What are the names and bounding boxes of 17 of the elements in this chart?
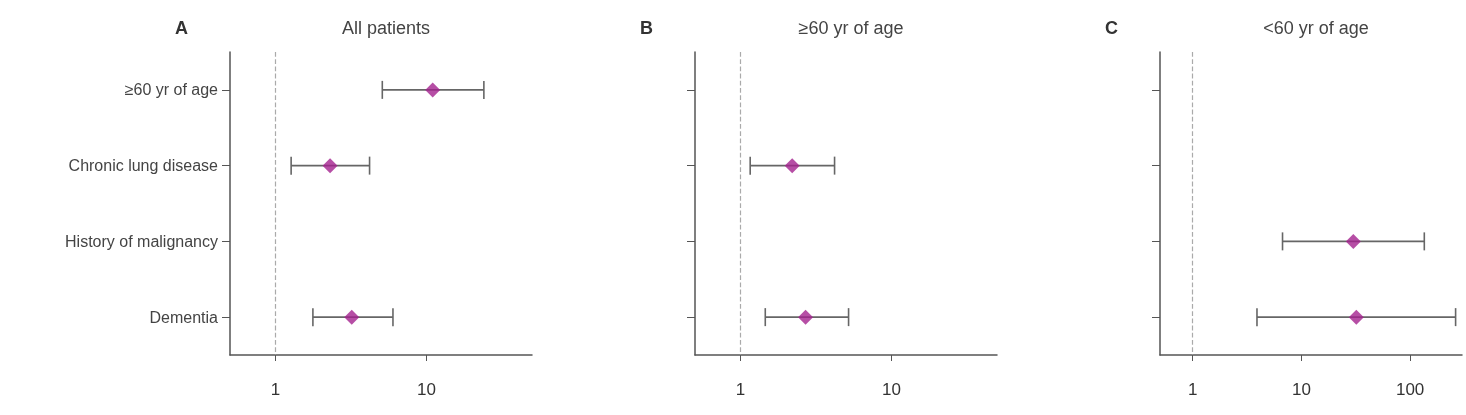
- x-tick-label: 1: [1187, 380, 1198, 399]
- x-tick-label: 1: [270, 380, 281, 399]
- y-tick-label: Chronic lung disease: [68, 157, 219, 175]
- chart-title: ≥60 yr of age: [798, 18, 904, 38]
- x-tick-label: 10: [1291, 380, 1311, 399]
- text: B: [640, 18, 653, 38]
- text: C: [1105, 18, 1118, 38]
- chart-title: <60 yr of age: [1263, 18, 1369, 38]
- y-tick-label: Dementia: [149, 308, 219, 326]
- y-tick-label: History of malignancy: [65, 232, 218, 250]
- x-tick-label: 1: [735, 380, 746, 399]
- x-tick-label: 10: [416, 380, 436, 399]
- text: A: [175, 18, 188, 38]
- y-tick-label: ≥60 yr of age: [124, 81, 219, 99]
- chart-title: All patients: [341, 18, 431, 38]
- x-tick-label: 10: [881, 380, 901, 399]
- x-tick-label: 100: [1395, 380, 1425, 399]
